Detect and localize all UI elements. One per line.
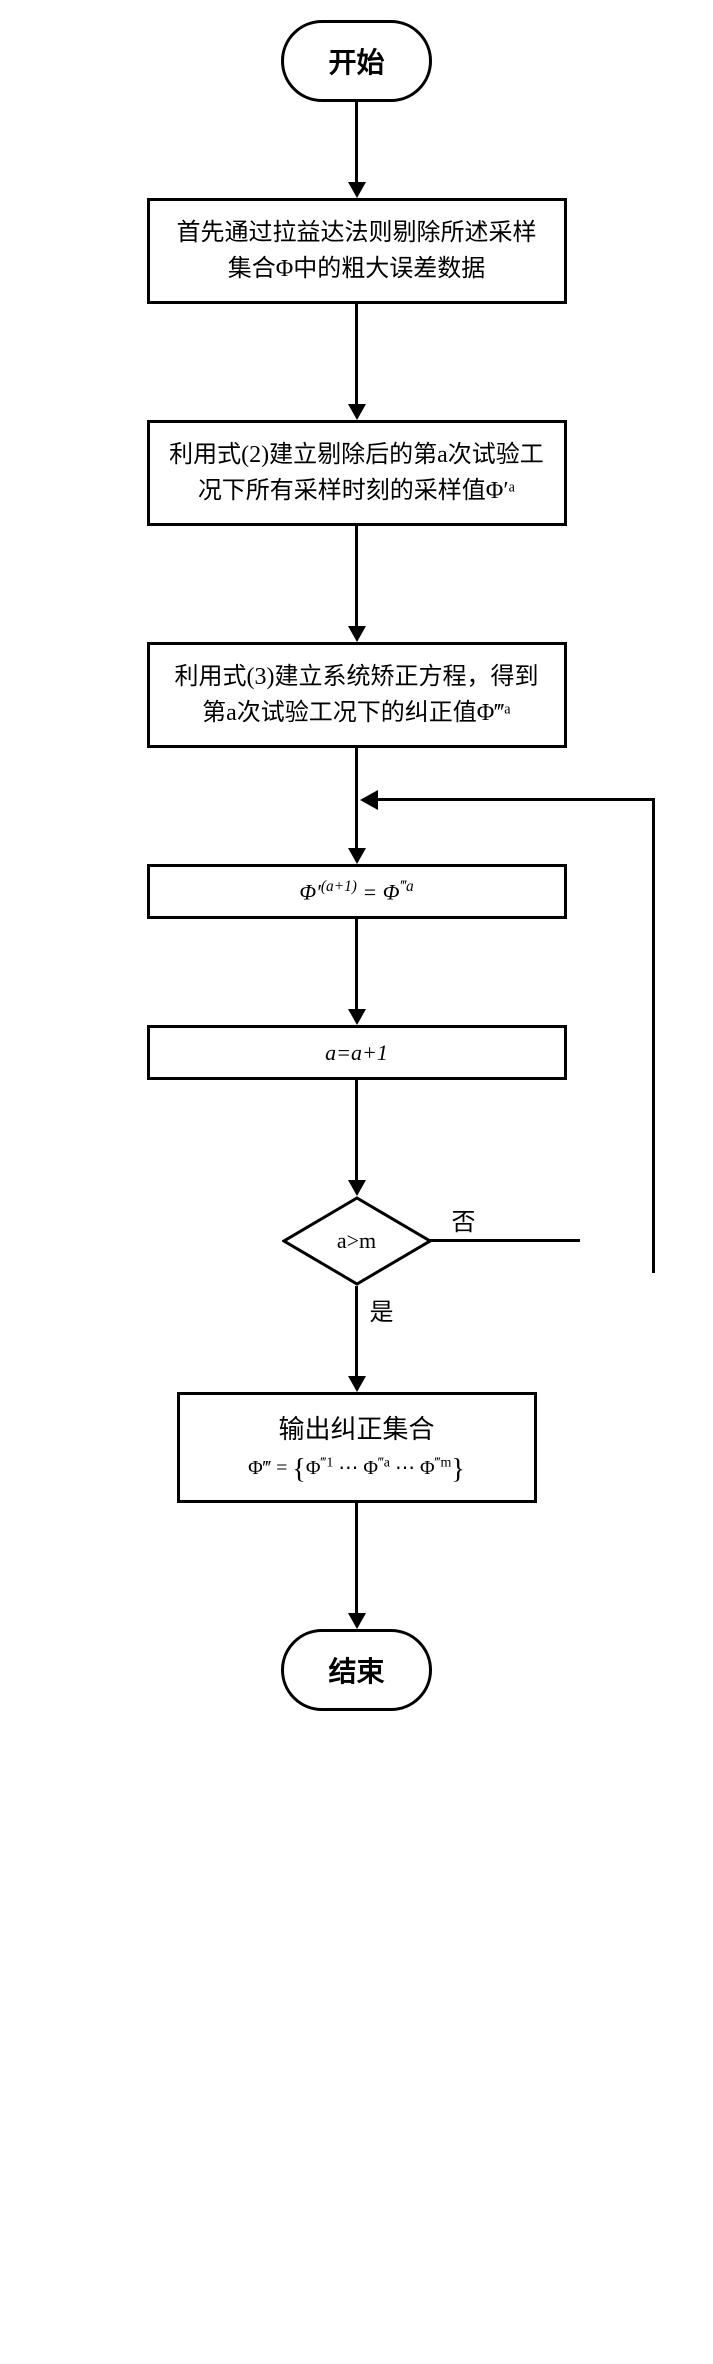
yes-label: 是 — [370, 1292, 394, 1327]
arrow-step1-step2 — [348, 304, 366, 420]
start-node: 开始 — [281, 20, 431, 102]
loopback-exit-h — [430, 1239, 580, 1242]
arrow-step2-step3 — [348, 526, 366, 642]
flowchart-root: 开始 首先通过拉益达法则剔除所述采样集合Φ中的粗大误差数据 利用式(2)建立剔除… — [107, 20, 607, 1711]
arrow-output-end — [348, 1503, 366, 1629]
arrow-decide-output — [348, 1286, 366, 1392]
assign2-node: a=a+1 — [147, 1025, 567, 1080]
assign1-node: Φ′(a+1) = Φ‴a — [147, 864, 567, 919]
step2-node: 利用式(2)建立剔除后的第a次试验工况下所有采样时刻的采样值Φ′ᵃ — [147, 420, 567, 526]
arrow-start-step1 — [348, 102, 366, 198]
output-formula: Φ‴ = {Φ‴1 ⋯ Φ‴a ⋯ Φ‴m} — [198, 1454, 516, 1486]
arrow-step3-assign1 — [348, 748, 366, 864]
loopback-entry-h — [363, 798, 655, 801]
decision-label: a>m — [337, 1228, 376, 1254]
output-node: 输出纠正集合 Φ‴ = {Φ‴1 ⋯ Φ‴a ⋯ Φ‴m} — [177, 1392, 537, 1503]
loopback-vertical — [652, 798, 655, 1273]
loop-region: Φ′(a+1) = Φ‴a a=a+1 a>m 否 是 — [107, 748, 607, 1286]
decision-node: a>m 否 是 — [282, 1196, 432, 1286]
step3-node: 利用式(3)建立系统矫正方程，得到第a次试验工况下的纠正值Φ‴ᵃ — [147, 642, 567, 748]
arrow-assign1-assign2 — [348, 919, 366, 1025]
step1-node: 首先通过拉益达法则剔除所述采样集合Φ中的粗大误差数据 — [147, 198, 567, 304]
end-node: 结束 — [281, 1629, 431, 1711]
output-title: 输出纠正集合 — [198, 1409, 516, 1446]
arrow-assign2-decide — [348, 1080, 366, 1196]
no-label: 否 — [452, 1202, 476, 1237]
